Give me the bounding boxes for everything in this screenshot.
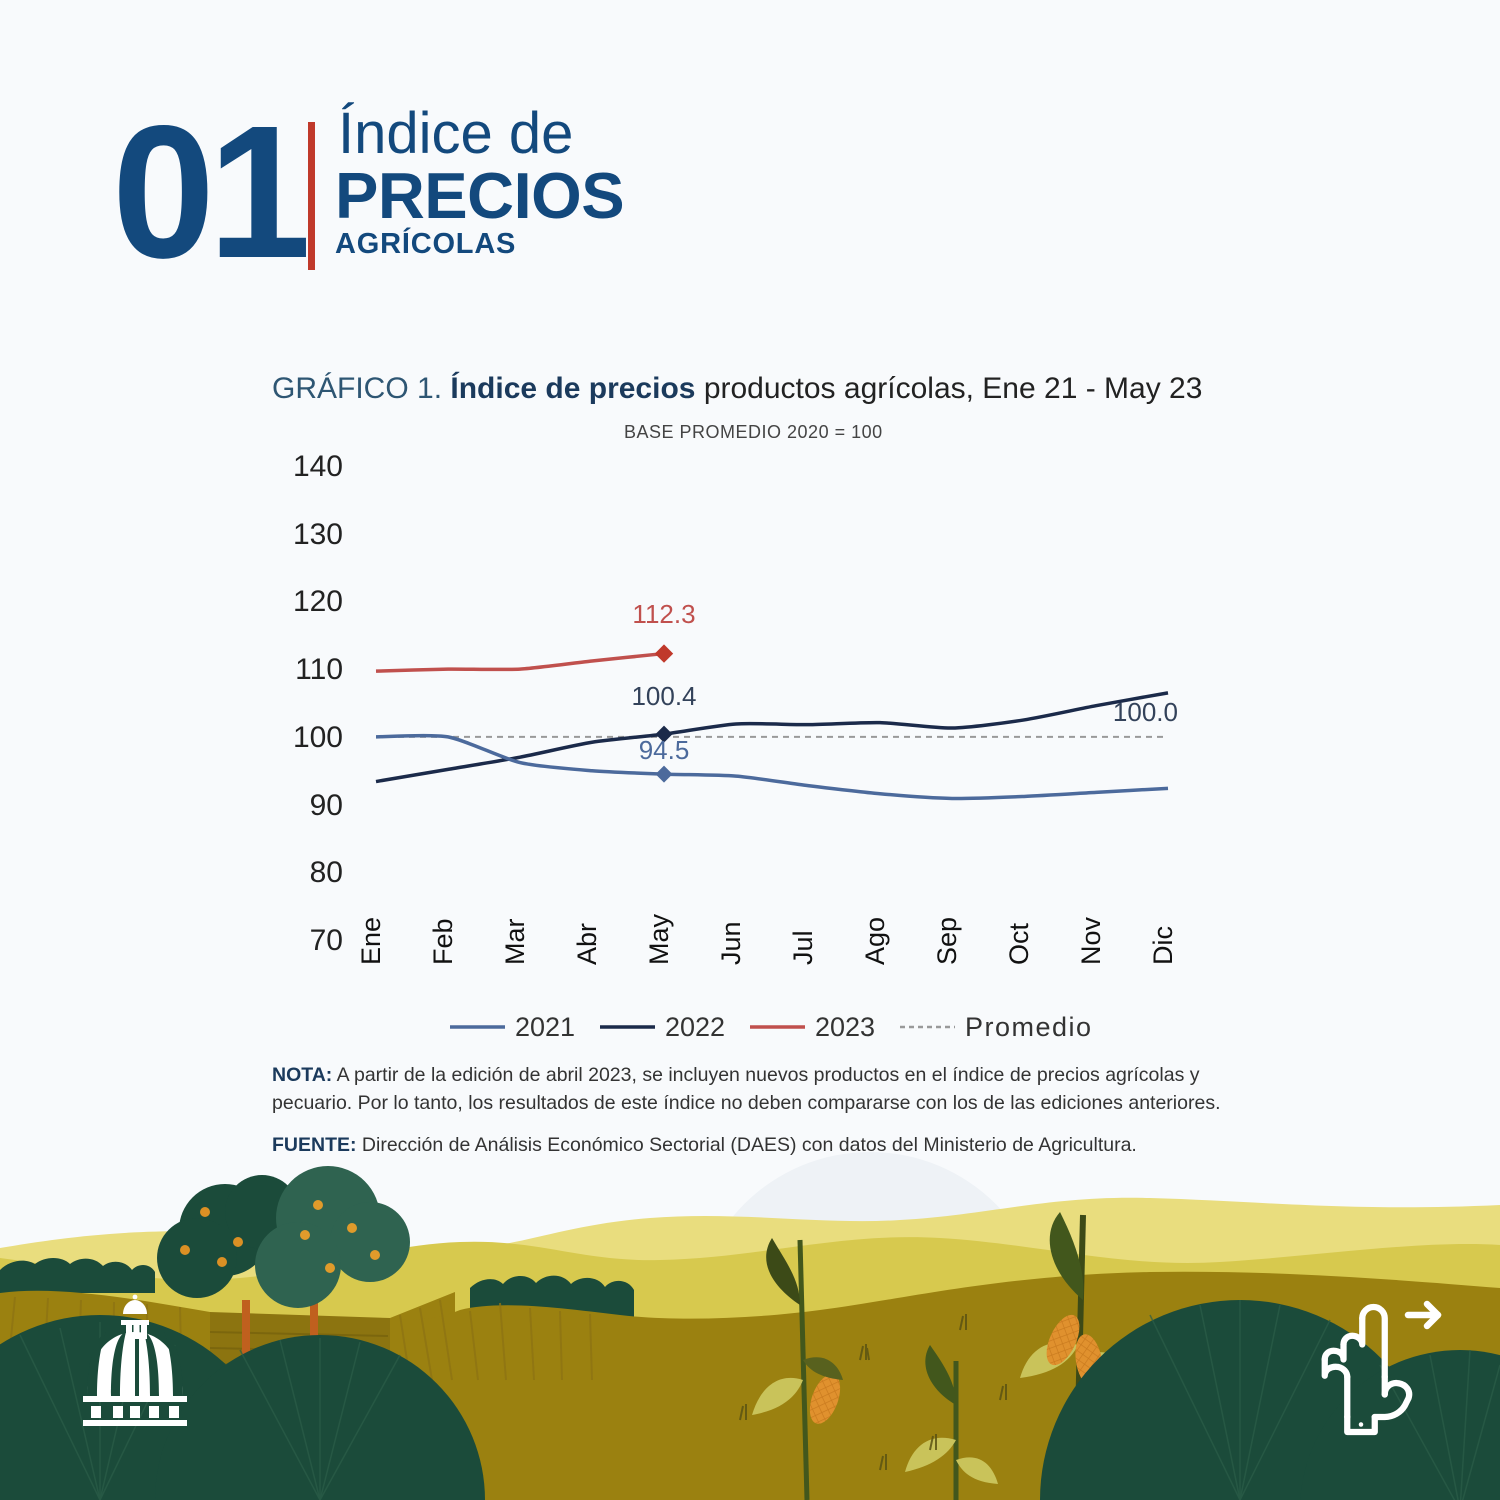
svg-text:Oct: Oct <box>1004 922 1034 965</box>
svg-text:130: 130 <box>293 518 343 551</box>
svg-text:2021: 2021 <box>515 1012 575 1042</box>
svg-text:100.4: 100.4 <box>631 681 696 711</box>
svg-text:Ene: Ene <box>356 917 386 965</box>
svg-text:112.3: 112.3 <box>632 599 695 629</box>
svg-text:Dic: Dic <box>1148 926 1178 965</box>
svg-text:80: 80 <box>310 856 343 889</box>
svg-text:90: 90 <box>310 789 343 822</box>
svg-text:Jul: Jul <box>788 930 818 965</box>
svg-text:Ago: Ago <box>860 917 890 965</box>
svg-text:140: 140 <box>293 450 343 483</box>
svg-text:Jun: Jun <box>716 921 746 965</box>
svg-text:Feb: Feb <box>428 918 458 965</box>
svg-text:Mar: Mar <box>500 918 530 965</box>
svg-text:Abr: Abr <box>572 923 602 965</box>
svg-text:70: 70 <box>310 924 343 957</box>
svg-text:Nov: Nov <box>1076 916 1106 965</box>
svg-text:110: 110 <box>295 653 343 686</box>
svg-text:100: 100 <box>293 721 343 754</box>
svg-text:2022: 2022 <box>665 1012 725 1042</box>
svg-text:2023: 2023 <box>815 1012 875 1042</box>
svg-text:Promedio: Promedio <box>965 1012 1093 1042</box>
svg-text:94.5: 94.5 <box>639 735 690 765</box>
svg-text:100.0: 100.0 <box>1113 697 1178 727</box>
svg-text:Sep: Sep <box>932 917 962 965</box>
svg-text:120: 120 <box>293 585 343 618</box>
svg-text:May: May <box>644 913 674 965</box>
